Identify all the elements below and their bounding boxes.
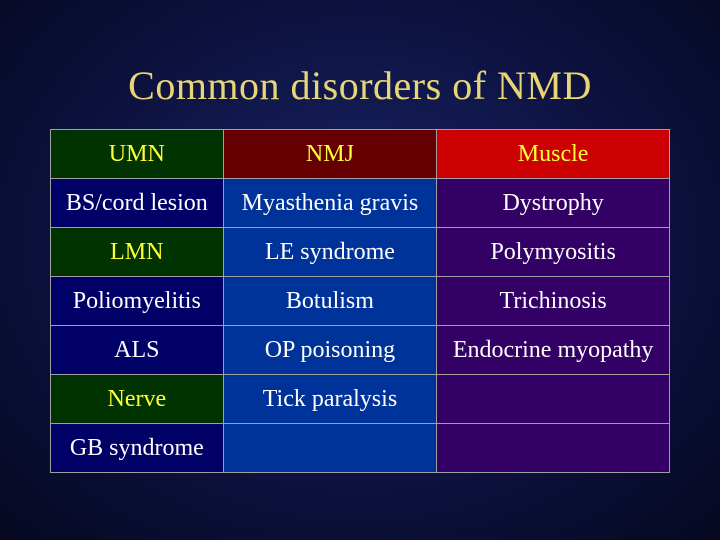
cell-als: ALS [51, 326, 224, 375]
table-row: Poliomyelitis Botulism Trichinosis [51, 277, 670, 326]
header-umn: UMN [51, 130, 224, 179]
cell-empty [437, 424, 670, 473]
table-row: GB syndrome [51, 424, 670, 473]
cell-bs-cord: BS/cord lesion [51, 179, 224, 228]
cell-op-poisoning: OP poisoning [223, 326, 437, 375]
header-nerve: Nerve [51, 375, 224, 424]
cell-empty [223, 424, 437, 473]
disorders-table: UMN NMJ Muscle BS/cord lesion Myasthenia… [50, 129, 670, 473]
cell-tick-paralysis: Tick paralysis [223, 375, 437, 424]
cell-myasthenia: Myasthenia gravis [223, 179, 437, 228]
table-row: LMN LE syndrome Polymyositis [51, 228, 670, 277]
cell-endocrine: Endocrine myopathy [437, 326, 670, 375]
header-lmn: LMN [51, 228, 224, 277]
cell-polymyositis: Polymyositis [437, 228, 670, 277]
cell-gb-syndrome: GB syndrome [51, 424, 224, 473]
slide-title: Common disorders of NMD [0, 0, 720, 109]
cell-poliomyelitis: Poliomyelitis [51, 277, 224, 326]
table-row: UMN NMJ Muscle [51, 130, 670, 179]
table-row: Nerve Tick paralysis [51, 375, 670, 424]
table-row: ALS OP poisoning Endocrine myopathy [51, 326, 670, 375]
cell-empty [437, 375, 670, 424]
disorders-table-container: UMN NMJ Muscle BS/cord lesion Myasthenia… [50, 129, 670, 473]
cell-trichinosis: Trichinosis [437, 277, 670, 326]
cell-le-syndrome: LE syndrome [223, 228, 437, 277]
table-row: BS/cord lesion Myasthenia gravis Dystrop… [51, 179, 670, 228]
header-muscle: Muscle [437, 130, 670, 179]
header-nmj: NMJ [223, 130, 437, 179]
cell-dystrophy: Dystrophy [437, 179, 670, 228]
cell-botulism: Botulism [223, 277, 437, 326]
